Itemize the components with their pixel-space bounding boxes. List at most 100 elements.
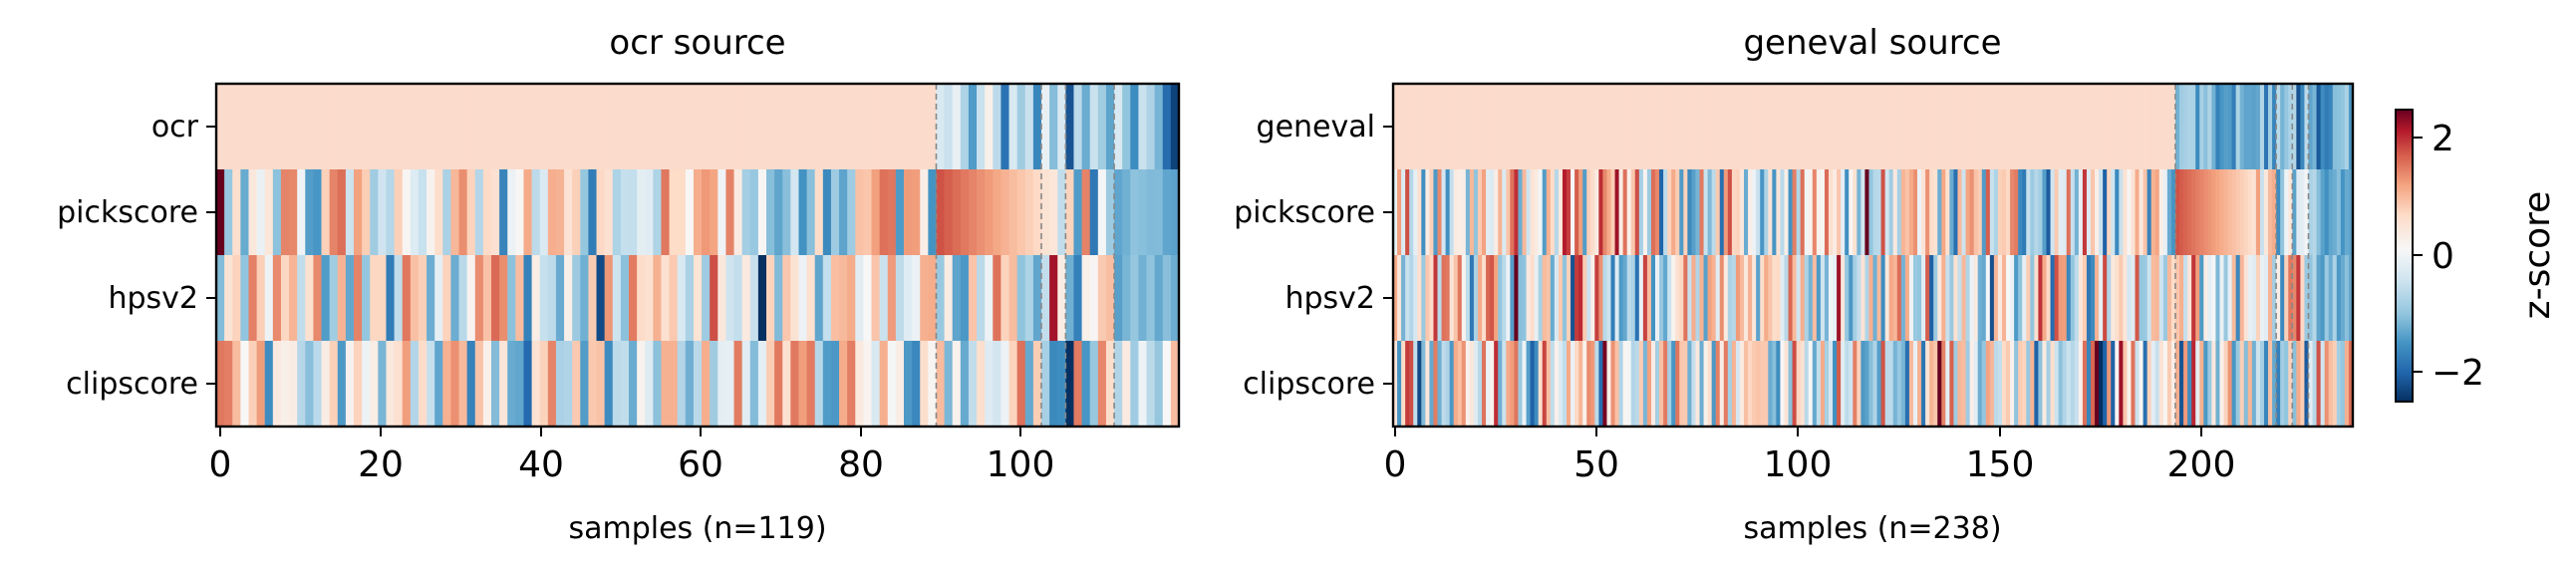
heatmap-cell xyxy=(531,169,541,256)
heatmap-cell xyxy=(418,84,428,170)
heatmap-cell xyxy=(2251,341,2257,428)
heatmap-cell xyxy=(1904,341,1910,428)
heatmap-cell xyxy=(1989,84,1995,170)
heatmap-cell xyxy=(604,84,614,170)
heatmap-cell xyxy=(2046,255,2051,342)
heatmap-cell xyxy=(1494,341,1499,428)
heatmap-cell xyxy=(1837,255,1842,342)
heatmap-cell xyxy=(1437,255,1442,342)
heatmap-cell xyxy=(1953,341,1958,428)
heatmap-cell xyxy=(523,169,532,256)
heatmap-cell xyxy=(677,169,687,256)
heatmap-cell xyxy=(1429,169,1434,256)
heatmap-cell xyxy=(1719,169,1725,256)
heatmap-cell xyxy=(1731,255,1737,342)
heatmap-cell xyxy=(1421,341,1426,428)
heatmap-cell xyxy=(402,169,412,256)
heatmap-cell xyxy=(256,84,266,170)
heatmap-cell xyxy=(1578,255,1583,342)
heatmap-cell xyxy=(1796,255,1802,342)
heatmap-cell xyxy=(1032,84,1042,170)
heatmap-cell xyxy=(1908,255,1914,342)
heatmap-cell xyxy=(1477,84,1483,170)
heatmap-cell xyxy=(1518,84,1523,170)
heatmap-cell xyxy=(240,255,249,342)
heatmap-cell xyxy=(2280,255,2285,342)
heatmap-cell xyxy=(1001,169,1009,256)
heatmap-cell xyxy=(839,169,848,256)
heatmap-cell xyxy=(1973,169,1979,256)
heatmap-cell xyxy=(912,84,921,170)
heatmap-cell xyxy=(499,341,508,428)
heatmap-cell xyxy=(321,84,331,170)
heatmap-cell xyxy=(757,169,767,256)
heatmap-cell xyxy=(1849,255,1854,342)
heatmap-cell xyxy=(2255,169,2261,256)
heatmap-cell xyxy=(1849,84,1854,170)
heatmap-cell xyxy=(629,84,638,170)
heatmap-cell xyxy=(1820,255,1826,342)
heatmap-cell xyxy=(798,255,807,342)
heatmap-cell xyxy=(386,84,395,170)
heatmap-cell xyxy=(2143,255,2148,342)
heatmap-cell xyxy=(2115,84,2120,170)
heatmap-cell xyxy=(1792,341,1798,428)
heatmap-cell xyxy=(2018,255,2023,342)
heatmap-cell xyxy=(264,341,274,428)
heatmap-cell xyxy=(2300,255,2305,342)
heatmap-cell xyxy=(1864,84,1869,170)
heatmap-cell xyxy=(572,84,581,170)
heatmap-cell xyxy=(1477,169,1483,256)
heatmap-cell xyxy=(2022,341,2027,428)
heatmap-cell xyxy=(1646,255,1652,342)
heatmap-cell xyxy=(2207,341,2212,428)
heatmap-cell xyxy=(305,169,314,256)
heatmap-cell xyxy=(669,341,679,428)
heatmap-cell xyxy=(370,341,379,428)
heatmap-cell xyxy=(1122,255,1131,342)
heatmap-cell xyxy=(1768,84,1773,170)
heatmap-cell xyxy=(2058,169,2064,256)
heatmap-cell xyxy=(2162,84,2168,170)
heatmap-cell xyxy=(1417,169,1422,256)
heatmap-cell xyxy=(733,169,743,256)
heatmap-cell xyxy=(2162,169,2168,256)
heatmap-cell xyxy=(345,84,355,170)
heatmap-cell xyxy=(1618,255,1624,342)
heatmap-cell xyxy=(1933,169,1938,256)
heatmap-cell xyxy=(1876,84,1881,170)
heatmap-cell xyxy=(1413,84,1418,170)
heatmap-cell xyxy=(1937,84,1942,170)
heatmap-cell xyxy=(2066,84,2072,170)
heatmap-cell xyxy=(588,255,597,342)
heatmap-cell xyxy=(814,341,824,428)
heatmap-cell xyxy=(1965,84,1971,170)
heatmap-cell xyxy=(1921,341,1926,428)
heatmap-cell xyxy=(1170,84,1180,170)
heatmap-cell xyxy=(1429,341,1434,428)
heatmap-cell xyxy=(1530,169,1536,256)
heatmap-cell xyxy=(1130,169,1139,256)
heatmap-cell xyxy=(2086,84,2092,170)
heatmap-cell xyxy=(1812,255,1818,342)
heatmap-cell xyxy=(1780,169,1785,256)
heatmap-cell xyxy=(2147,255,2152,342)
heatmap-cell xyxy=(1008,341,1018,428)
group-boundaries xyxy=(2174,84,2310,427)
heatmap-cell xyxy=(1912,84,1918,170)
heatmap-cell xyxy=(766,84,775,170)
heatmap-cell xyxy=(1490,255,1495,342)
heatmap-cell xyxy=(1490,84,1495,170)
heatmap-cell xyxy=(2207,255,2212,342)
heatmap-cell xyxy=(1041,255,1050,342)
heatmap-cell xyxy=(1041,169,1050,256)
heatmap-cell xyxy=(1876,255,1881,342)
heatmap-cell xyxy=(774,84,783,170)
heatmap-cell xyxy=(1949,341,1954,428)
heatmap-cell xyxy=(272,341,282,428)
heatmap-cell xyxy=(1908,169,1914,256)
heatmap-cell xyxy=(2199,341,2204,428)
heatmap-cell xyxy=(1744,255,1749,342)
heatmap-cell xyxy=(1642,255,1648,342)
heatmap-cell xyxy=(2014,169,2019,256)
